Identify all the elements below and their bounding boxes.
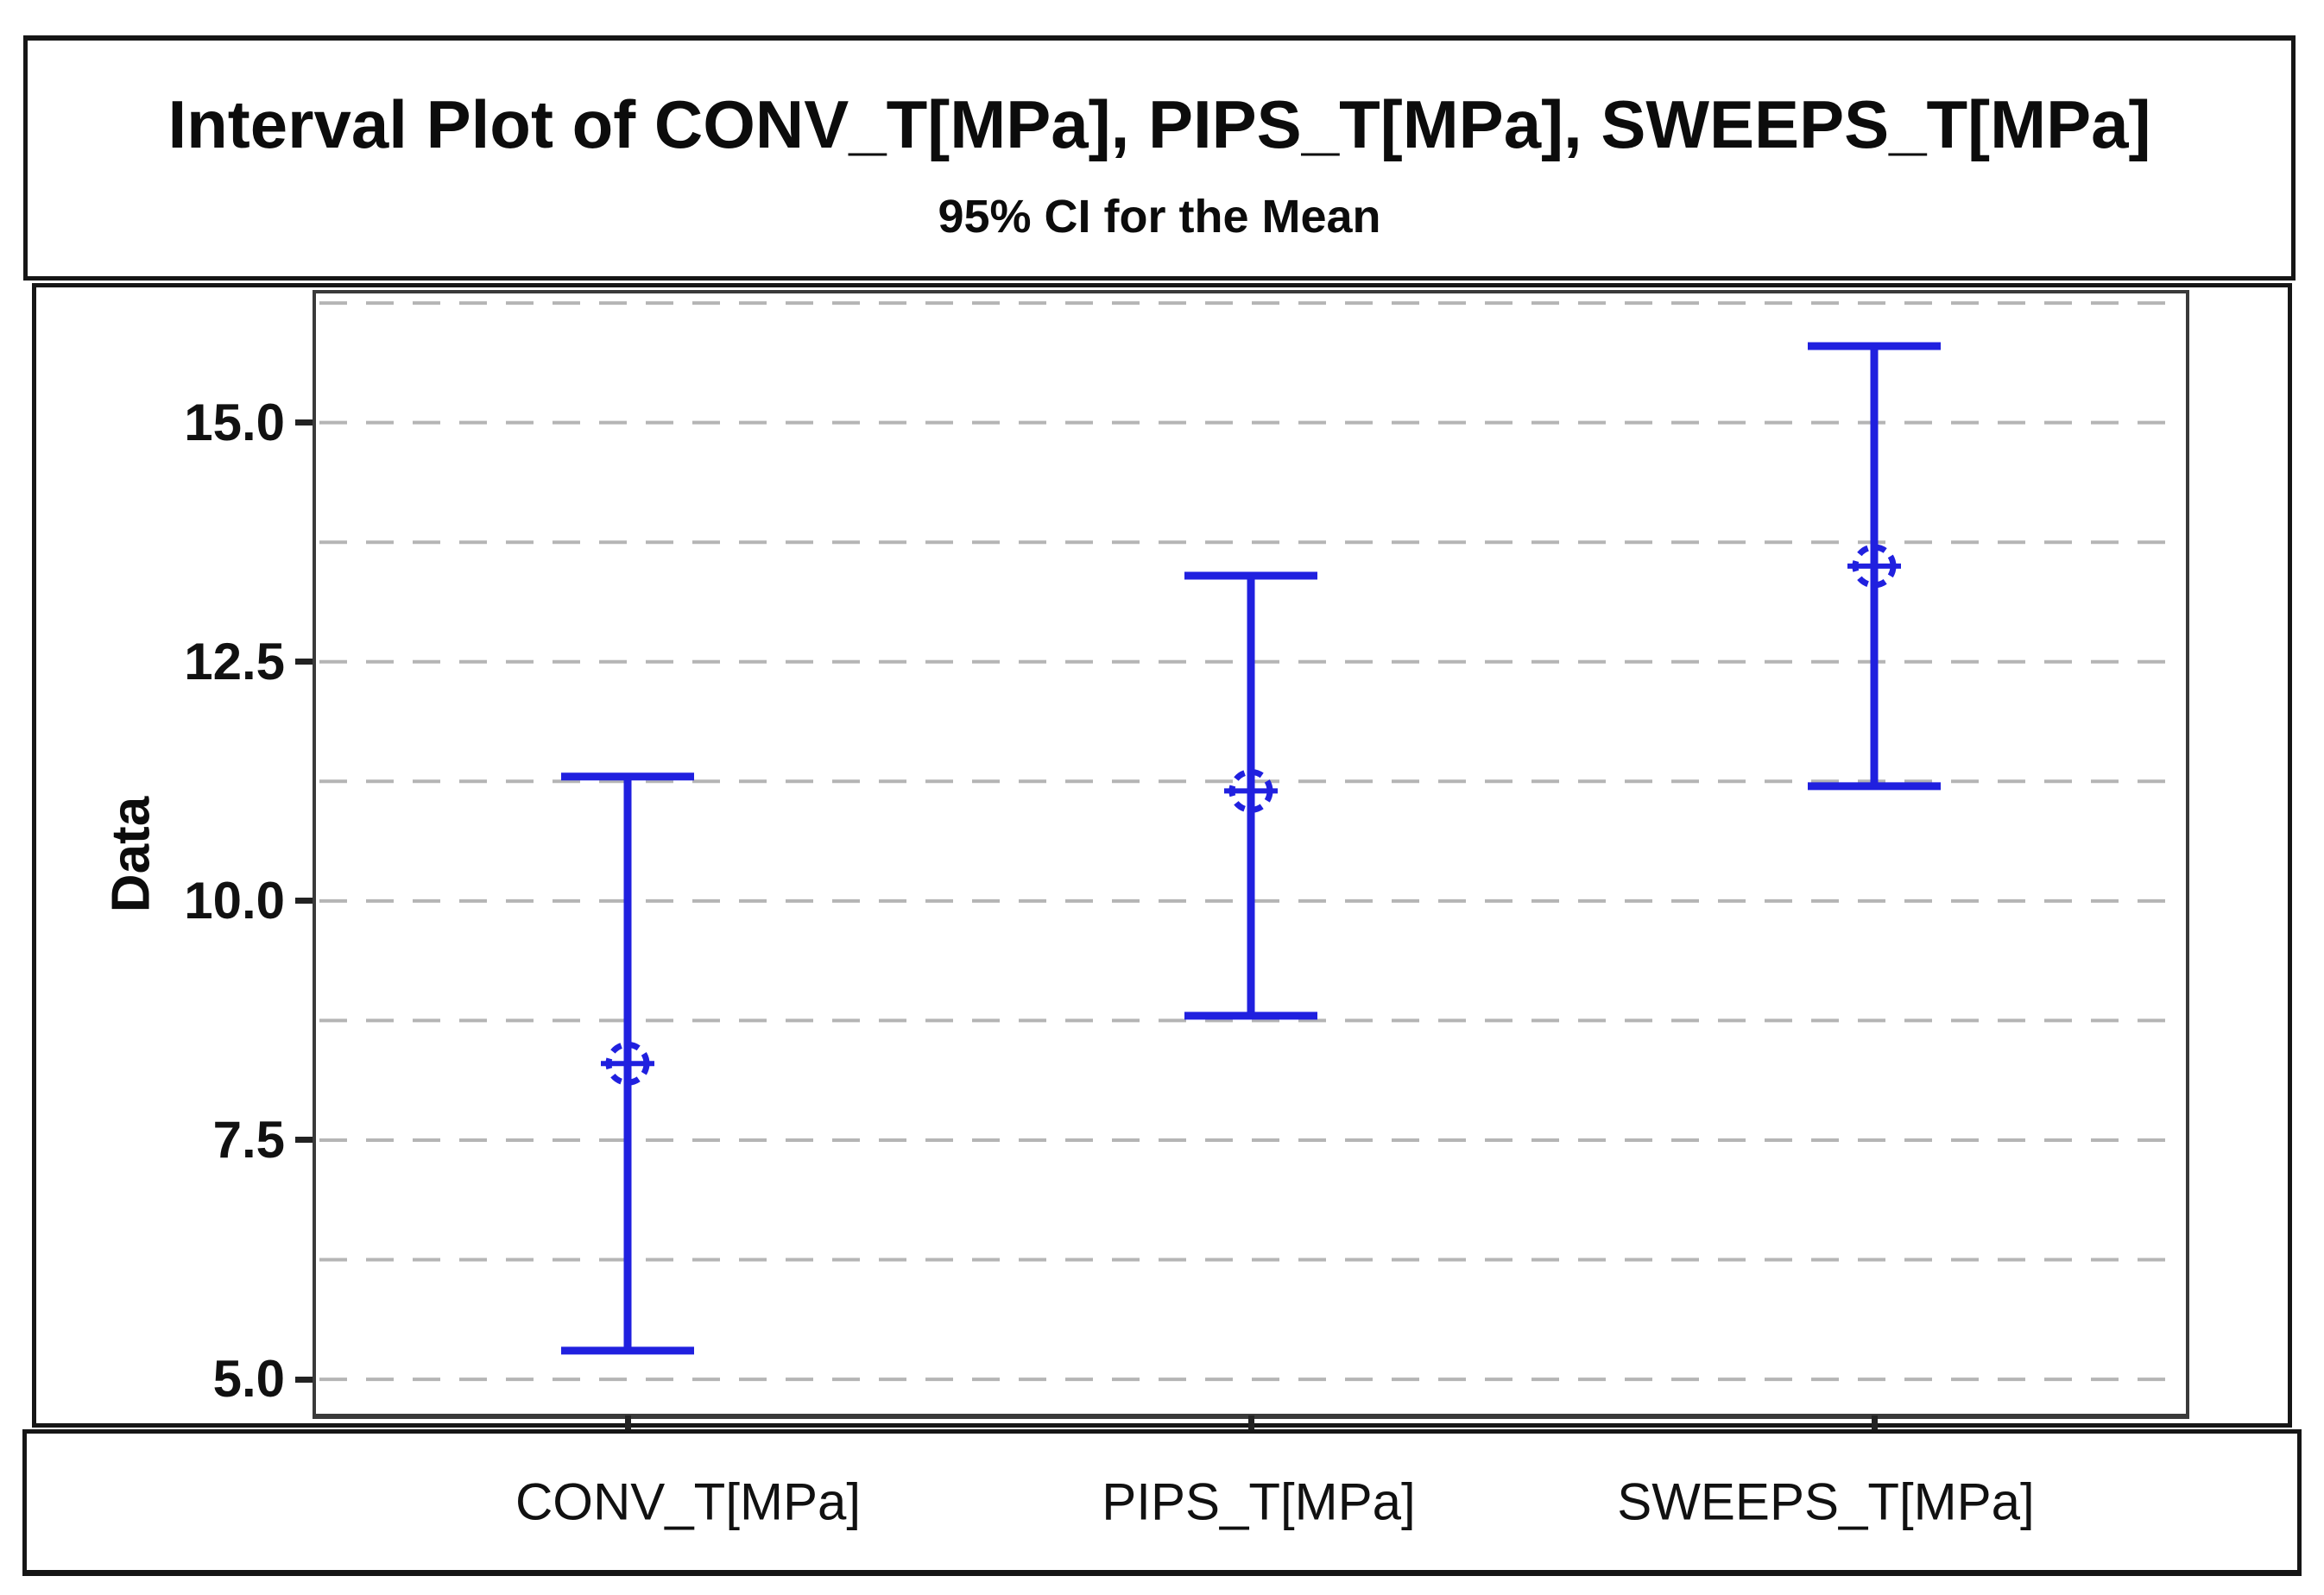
chart-subtitle: 95% CI for the Mean: [938, 191, 1381, 243]
chart-title: Interval Plot of CONV_T[MPa], PIPS_T[MPa…: [167, 86, 2151, 162]
x-axis-tick: [624, 1415, 631, 1438]
y-axis-tick-label: 10.0: [184, 871, 285, 930]
y-axis-tick: [295, 1376, 314, 1383]
x-axis-category-label: SWEEPS_T[MPa]: [1617, 1472, 2035, 1531]
interval-chart-svg: [319, 301, 2182, 1382]
x-axis-category-label: CONV_T[MPa]: [515, 1472, 862, 1531]
y-axis-tick-label: 12.5: [184, 632, 285, 690]
x-axis-tick: [1247, 1415, 1254, 1438]
plot-area: [313, 290, 2189, 1419]
y-axis-tick: [295, 419, 314, 426]
y-axis-tick: [295, 898, 314, 905]
y-axis-tick: [295, 659, 314, 665]
y-axis-tick: [295, 1137, 314, 1144]
x-axis-category-label: PIPS_T[MPa]: [1102, 1472, 1416, 1531]
x-axis-tick: [1871, 1415, 1878, 1438]
x-axis-labels-box: CONV_T[MPa] PIPS_T[MPa] SWEEPS_T[MPa]: [22, 1429, 2302, 1576]
y-axis-tick-label: 15.0: [184, 393, 285, 451]
y-axis-tick-label: 5.0: [212, 1350, 285, 1409]
title-box: Interval Plot of CONV_T[MPa], PIPS_T[MPa…: [23, 35, 2296, 281]
y-axis-tick-label: 7.5: [212, 1110, 285, 1169]
